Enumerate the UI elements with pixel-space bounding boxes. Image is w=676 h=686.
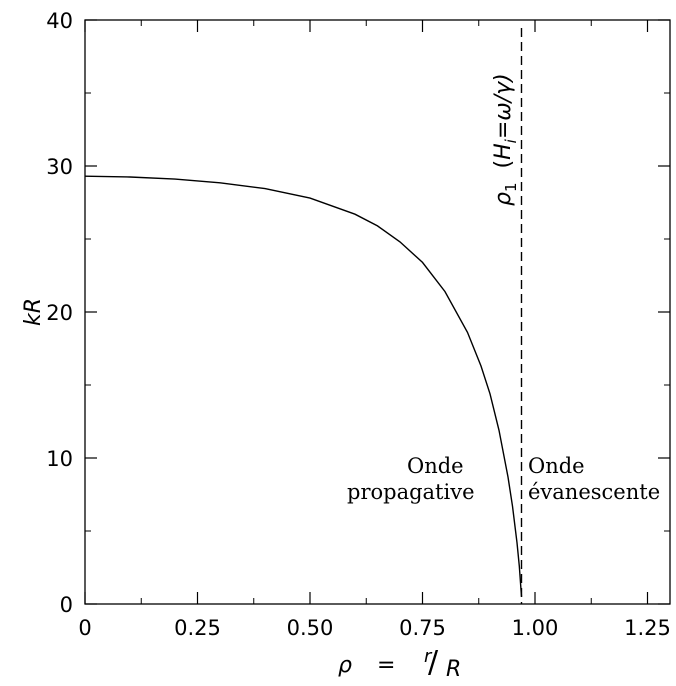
x-tick-label: 0 [78,616,91,640]
y-tick-labels: 0 10 20 30 40 [46,9,73,617]
rho1-label: ρ1(Hi=ω/γ) [491,73,520,206]
x-axis-title: ρ = r / R [338,643,461,682]
y-tick-label: 0 [60,593,73,617]
x-tick-label: 1.25 [624,616,671,640]
annotation-propagative: Onde propagative [347,454,475,504]
y-tick-label: 10 [46,447,73,471]
y-tick-label: 40 [46,9,73,33]
x-tick-label: 0.75 [399,616,446,640]
svg-text:Onde: Onde [407,454,464,478]
x-tick-labels: 0 0.25 0.50 0.75 1.00 1.25 [78,616,671,640]
kr-curve [84,175,523,597]
svg-text:Onde: Onde [528,454,585,478]
svg-text:évanescente: évanescente [528,480,660,504]
y-axis-title: kR [21,298,46,326]
x-tick-label: 0.25 [174,616,221,640]
plot-frame [84,19,671,605]
y-tick-label: 20 [46,301,73,325]
svg-text:propagative: propagative [347,480,475,504]
annotation-evanescente: Onde évanescente [528,454,660,504]
x-tick-label: 1.00 [512,616,559,640]
axis-ticks [84,19,670,605]
y-tick-label: 30 [46,155,73,179]
x-tick-label: 0.50 [287,616,334,640]
